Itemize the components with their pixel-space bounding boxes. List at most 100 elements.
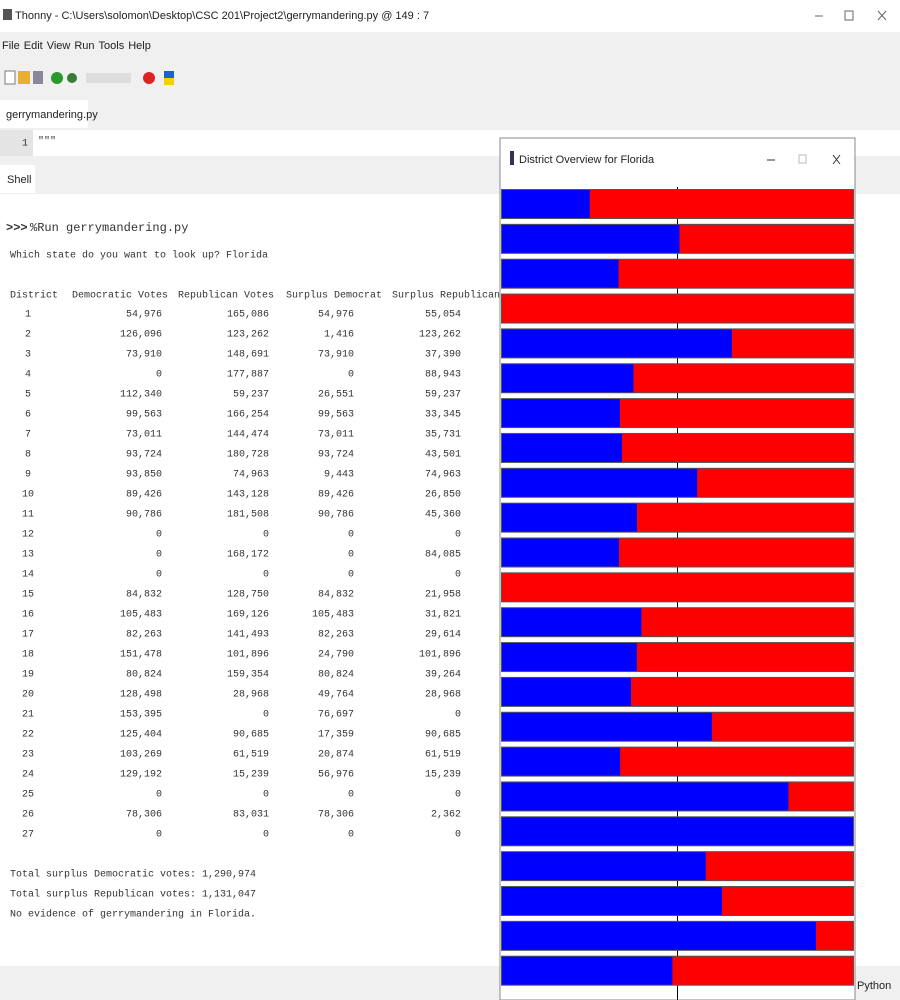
- table-cell: 128,750: [227, 590, 269, 601]
- table-cell: 0: [348, 790, 354, 801]
- popup-close[interactable]: [832, 154, 841, 165]
- table-cell: 0: [455, 570, 461, 581]
- democratic-bar: [502, 887, 722, 915]
- democratic-bar: [502, 503, 637, 532]
- table-cell: 166,254: [227, 410, 269, 421]
- table-cell: 89,426: [126, 490, 162, 501]
- table-cell: 82,263: [126, 630, 162, 641]
- editor-tab[interactable]: [0, 100, 88, 128]
- line-number: 1: [22, 139, 28, 150]
- table-cell: 0: [348, 570, 354, 581]
- table-cell: 153,395: [120, 710, 162, 721]
- table-cell: 6: [25, 410, 31, 421]
- table-cell: 37,390: [425, 350, 461, 361]
- table-cell: 80,824: [126, 670, 162, 681]
- republican-bar: [679, 224, 853, 253]
- close-button[interactable]: [877, 10, 887, 21]
- table-cell: 28,968: [233, 690, 269, 701]
- table-cell: 0: [263, 790, 269, 801]
- table-header: Republican Votes: [178, 290, 274, 302]
- democratic-bar: [502, 852, 706, 881]
- table-cell: 0: [156, 830, 162, 841]
- menu-item[interactable]: File: [2, 40, 20, 52]
- step-buttons[interactable]: [86, 73, 131, 83]
- menu-item[interactable]: Run: [74, 40, 94, 52]
- table-cell: 0: [156, 530, 162, 541]
- run-button[interactable]: [51, 72, 63, 84]
- table-cell: 84,085: [425, 550, 461, 561]
- table-cell: 128,498: [120, 690, 162, 701]
- democratic-bar: [502, 921, 816, 950]
- table-cell: 125,404: [120, 730, 162, 741]
- table-cell: 80,824: [318, 670, 354, 681]
- table-cell: 9,443: [324, 470, 354, 481]
- table-cell: 15: [22, 590, 34, 601]
- toolbar: [4, 70, 174, 85]
- table-cell: 56,976: [318, 770, 354, 781]
- popup-window: District Overview for Florida: [499, 137, 856, 1000]
- table-cell: 177,887: [227, 370, 269, 381]
- table-cell: 123,262: [419, 330, 461, 341]
- table-cell: 15,239: [425, 770, 461, 781]
- menu-item[interactable]: Edit: [24, 40, 43, 52]
- table-cell: 21: [22, 710, 34, 721]
- table-cell: 0: [263, 530, 269, 541]
- table-header: Surplus Republican: [392, 290, 500, 302]
- table-cell: 0: [455, 710, 461, 721]
- table-cell: 99,563: [126, 410, 162, 421]
- table-cell: 90,685: [233, 730, 269, 741]
- republican-bar: [502, 573, 853, 602]
- republican-bar: [633, 364, 853, 393]
- republican-bar: [731, 329, 853, 358]
- summary-line: Total surplus Democratic votes: 1,290,97…: [10, 869, 256, 881]
- table-cell: 169,126: [227, 610, 269, 621]
- menu-item[interactable]: Help: [128, 40, 151, 52]
- shell-tab[interactable]: [0, 165, 35, 193]
- save-button[interactable]: [33, 71, 43, 84]
- table-cell: 20: [22, 690, 34, 701]
- table-header: Surplus Democrat: [286, 290, 382, 302]
- table-cell: 126,096: [120, 330, 162, 341]
- menu-item[interactable]: Tools: [99, 40, 125, 52]
- republican-bar: [641, 608, 853, 637]
- republican-bar: [697, 468, 853, 497]
- table-cell: 29,614: [425, 630, 461, 641]
- menu-item[interactable]: View: [47, 40, 71, 52]
- democratic-bar: [502, 782, 789, 811]
- open-button[interactable]: [18, 71, 30, 84]
- table-cell: 73,910: [126, 350, 162, 361]
- table-cell: 2: [25, 330, 31, 341]
- republican-bar: [619, 538, 853, 567]
- table-cell: 24: [22, 770, 34, 781]
- table-cell: 0: [156, 370, 162, 381]
- table-cell: 16: [22, 610, 34, 621]
- table-cell: 0: [156, 550, 162, 561]
- table-cell: 0: [156, 570, 162, 581]
- table-cell: 17: [22, 630, 34, 641]
- popup-icon: [510, 151, 514, 165]
- republican-bar: [621, 433, 853, 462]
- table-cell: 82,263: [318, 630, 354, 641]
- new-button[interactable]: [4, 70, 16, 85]
- table-cell: 159,354: [227, 670, 269, 681]
- table-cell: 105,483: [312, 610, 354, 621]
- table-cell: 144,474: [227, 430, 269, 441]
- table-cell: 0: [455, 530, 461, 541]
- maximize-button[interactable]: [844, 10, 854, 21]
- code-line: """: [38, 136, 56, 148]
- republican-bar: [636, 643, 853, 672]
- democratic-bar: [502, 538, 620, 567]
- table-cell: 165,086: [227, 310, 269, 321]
- table-cell: 73,011: [318, 430, 354, 441]
- stop-button[interactable]: [143, 72, 155, 84]
- table-cell: 0: [348, 530, 354, 541]
- table-cell: 5: [25, 390, 31, 401]
- table-cell: 8: [25, 450, 31, 461]
- table-cell: 73,910: [318, 350, 354, 361]
- table-cell: 59,237: [233, 390, 269, 401]
- debug-button[interactable]: [67, 73, 77, 83]
- popup-maximize[interactable]: [798, 154, 807, 164]
- table-cell: 93,724: [126, 450, 162, 461]
